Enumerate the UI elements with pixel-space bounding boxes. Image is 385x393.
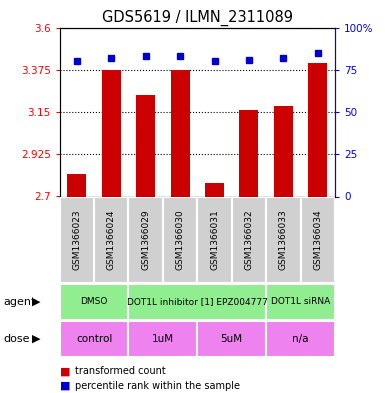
Text: GSM1366034: GSM1366034: [313, 209, 322, 270]
Text: GSM1366023: GSM1366023: [72, 209, 81, 270]
Bar: [129, 196, 163, 283]
Text: ■: ■: [60, 366, 70, 376]
Text: GSM1366029: GSM1366029: [141, 209, 150, 270]
Bar: [67, 174, 86, 196]
Text: DOT1L siRNA: DOT1L siRNA: [271, 297, 330, 306]
Bar: [129, 284, 266, 320]
Bar: [266, 321, 335, 357]
Text: agent: agent: [4, 297, 36, 307]
Bar: [197, 321, 266, 357]
Bar: [301, 196, 335, 283]
Bar: [197, 196, 232, 283]
Text: control: control: [76, 334, 112, 344]
Text: transformed count: transformed count: [75, 366, 166, 376]
Bar: [94, 196, 129, 283]
Bar: [102, 70, 121, 196]
Text: ▶: ▶: [32, 297, 41, 307]
Bar: [232, 196, 266, 283]
Bar: [163, 196, 197, 283]
Bar: [205, 184, 224, 196]
Bar: [60, 284, 129, 320]
Bar: [239, 110, 258, 196]
Bar: [129, 321, 197, 357]
Text: GSM1366032: GSM1366032: [244, 209, 253, 270]
Bar: [274, 107, 293, 196]
Bar: [308, 63, 327, 196]
Text: percentile rank within the sample: percentile rank within the sample: [75, 381, 240, 391]
Text: GSM1366033: GSM1366033: [279, 209, 288, 270]
Bar: [266, 196, 301, 283]
Text: 5uM: 5uM: [221, 334, 243, 344]
Text: n/a: n/a: [292, 334, 309, 344]
Text: GSM1366031: GSM1366031: [210, 209, 219, 270]
Text: ■: ■: [60, 381, 70, 391]
Text: GSM1366030: GSM1366030: [176, 209, 185, 270]
Text: dose: dose: [4, 334, 30, 344]
Text: ▶: ▶: [32, 334, 41, 344]
Bar: [171, 70, 189, 196]
Bar: [136, 95, 155, 196]
Text: DMSO: DMSO: [80, 297, 108, 306]
Bar: [266, 284, 335, 320]
Text: DOT1L inhibitor [1] EPZ004777: DOT1L inhibitor [1] EPZ004777: [127, 297, 268, 306]
Bar: [60, 321, 129, 357]
Bar: [60, 196, 94, 283]
Title: GDS5619 / ILMN_2311089: GDS5619 / ILMN_2311089: [102, 10, 293, 26]
Text: GSM1366024: GSM1366024: [107, 209, 116, 270]
Text: 1uM: 1uM: [152, 334, 174, 344]
